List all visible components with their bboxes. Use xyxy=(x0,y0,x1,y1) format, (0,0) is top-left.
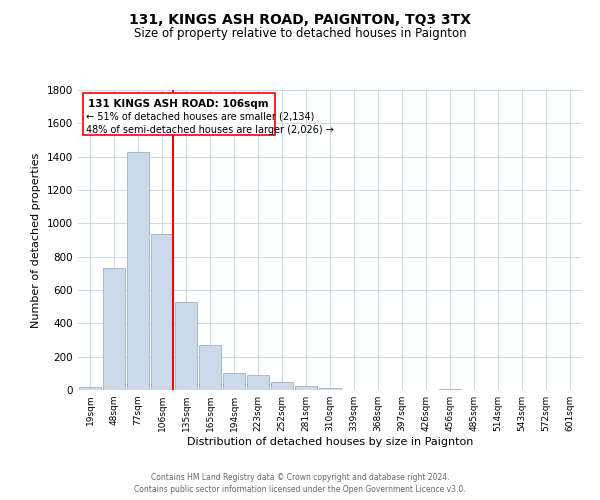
Bar xyxy=(439,389,461,390)
Bar xyxy=(223,373,245,390)
Bar xyxy=(271,382,293,390)
Bar xyxy=(247,375,269,390)
Bar xyxy=(79,386,101,390)
Text: 131 KINGS ASH ROAD: 106sqm: 131 KINGS ASH ROAD: 106sqm xyxy=(88,99,269,109)
Text: 48% of semi-detached houses are larger (2,026) →: 48% of semi-detached houses are larger (… xyxy=(86,125,334,135)
Bar xyxy=(319,388,341,390)
FancyBboxPatch shape xyxy=(83,92,275,135)
Bar xyxy=(199,345,221,390)
X-axis label: Distribution of detached houses by size in Paignton: Distribution of detached houses by size … xyxy=(187,437,473,447)
Bar xyxy=(295,386,317,390)
Text: Contains public sector information licensed under the Open Government Licence v3: Contains public sector information licen… xyxy=(134,484,466,494)
Bar xyxy=(151,234,173,390)
Text: Contains HM Land Registry data © Crown copyright and database right 2024.: Contains HM Land Registry data © Crown c… xyxy=(151,473,449,482)
Bar xyxy=(103,268,125,390)
Text: 131, KINGS ASH ROAD, PAIGNTON, TQ3 3TX: 131, KINGS ASH ROAD, PAIGNTON, TQ3 3TX xyxy=(129,12,471,26)
Y-axis label: Number of detached properties: Number of detached properties xyxy=(31,152,41,328)
Text: Size of property relative to detached houses in Paignton: Size of property relative to detached ho… xyxy=(134,28,466,40)
Bar xyxy=(127,152,149,390)
Text: ← 51% of detached houses are smaller (2,134): ← 51% of detached houses are smaller (2,… xyxy=(86,112,315,122)
Bar xyxy=(175,302,197,390)
